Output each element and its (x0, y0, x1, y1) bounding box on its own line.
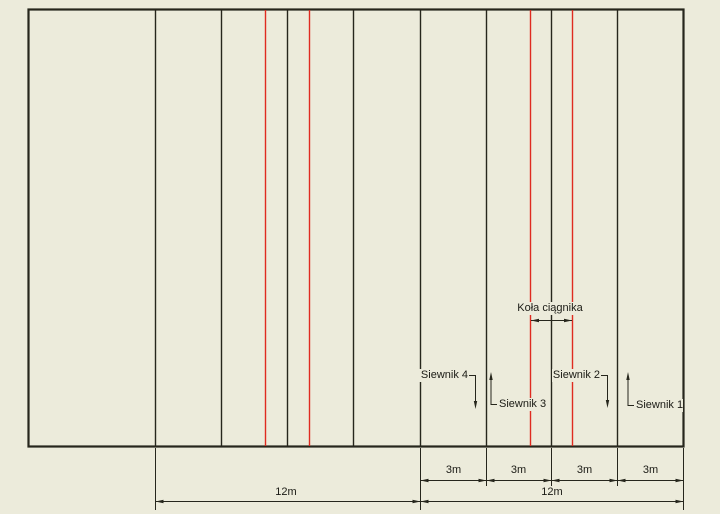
dimension-label-3m-2: 3m (503, 464, 534, 477)
dimension-row-3m (420, 478, 684, 483)
seeder-4-leader (469, 375, 476, 404)
seeder-3-leader (490, 377, 497, 405)
seeder-4-arrow-down-icon (473, 401, 478, 409)
seeder-3-label: Siewnik 3 (499, 398, 547, 411)
seeder-1-arrow-up-icon (626, 372, 630, 380)
dimension-label-3m-4: 3m (635, 464, 666, 477)
tractor-wheels-label: Koła ciągnika (504, 302, 596, 315)
dimension-label-12m-right: 12m (532, 486, 572, 499)
dimension-row-12m (155, 499, 684, 504)
dimension-label-12m-left: 12m (266, 486, 306, 499)
tractor-wheels-span-arrow (531, 318, 572, 323)
field-outline (27, 8, 685, 448)
seeder-1-label: Siewnik 1 (636, 399, 684, 412)
dimension-arrows-3m (420, 478, 684, 483)
seeder-leaders (469, 372, 634, 409)
seeder-4-label: Siewnik 4 (418, 369, 468, 382)
strip-lines (154, 10, 619, 446)
seeder-2-label: Siewnik 2 (552, 369, 600, 382)
seeder-1-leader (627, 377, 634, 406)
seeder-3-arrow-up-icon (489, 372, 493, 380)
dimension-label-3m-1: 3m (438, 464, 469, 477)
seeder-2-arrow-down-icon (605, 400, 610, 408)
seeder-2-leader (601, 375, 608, 403)
dimension-label-3m-3: 3m (569, 464, 600, 477)
extension-lines (155, 448, 684, 510)
dimension-arrows-12m (155, 499, 684, 504)
